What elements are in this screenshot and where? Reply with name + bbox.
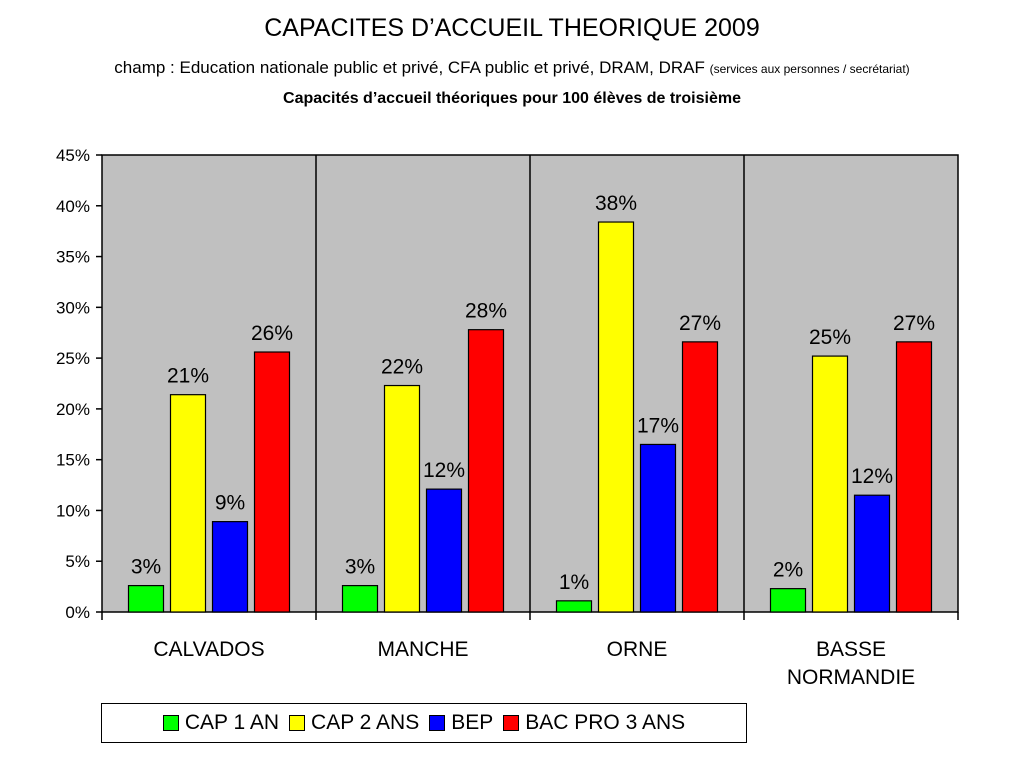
bar [639, 443, 677, 613]
legend-item: BAC PRO 3 ANS [503, 711, 685, 735]
legend-label: CAP 2 ANS [311, 711, 420, 734]
legend-item: CAP 2 ANS [289, 711, 419, 735]
legend-swatch [162, 715, 179, 731]
x-tick-label: ORNE [607, 638, 668, 661]
y-tick-label: 10% [56, 501, 90, 520]
y-tick-label: 35% [56, 248, 90, 267]
bar [425, 488, 463, 613]
chart-subtitle: champ : Education nationale public et pr… [0, 58, 1024, 78]
subtitle-main: champ : Education nationale public et pr… [114, 58, 705, 77]
data-label: 3% [131, 556, 161, 579]
bar [467, 329, 505, 613]
legend-label: CAP 1 AN [184, 711, 280, 734]
data-label: 25% [809, 326, 851, 349]
legend-label: BAC PRO 3 ANS [525, 711, 686, 734]
bar [895, 341, 933, 613]
y-tick-label: 20% [56, 400, 90, 419]
chart-title: CAPACITES D’ACCUEIL THEORIQUE 2009 [264, 14, 760, 42]
data-label: 28% [465, 300, 507, 323]
legend-swatch [289, 715, 306, 731]
data-label: 12% [423, 459, 465, 482]
x-tick-label: CALVADOS [153, 638, 264, 661]
y-tick-label: 5% [65, 552, 90, 571]
x-tick-label: BASSE [816, 638, 886, 661]
y-tick-label: 40% [56, 197, 90, 216]
bar [811, 355, 849, 613]
bar [127, 584, 165, 613]
data-label: 21% [167, 365, 209, 388]
chart-legend: CAP 1 AN CAP 2 ANS BEP BAC PRO 3 ANS [101, 703, 747, 743]
bar [341, 584, 379, 613]
legend-label: BEP [451, 711, 494, 734]
bar [555, 600, 593, 613]
y-tick-label: 0% [65, 603, 90, 622]
subtitle-note: (services aux personnes / secrétariat) [709, 62, 910, 76]
y-tick-label: 15% [56, 451, 90, 470]
bar [769, 588, 807, 613]
data-label: 26% [251, 322, 293, 345]
bar [253, 351, 291, 613]
data-label: 12% [851, 465, 893, 488]
data-label: 22% [381, 356, 423, 379]
legend-item: CAP 1 AN [162, 711, 280, 735]
x-tick-label: MANCHE [377, 638, 468, 661]
bar [597, 221, 635, 613]
data-label: 3% [345, 556, 375, 579]
y-tick-label: 25% [56, 349, 90, 368]
data-label: 38% [595, 192, 637, 215]
y-tick-label: 30% [56, 298, 90, 317]
bar [681, 341, 719, 613]
data-label: 17% [637, 414, 679, 437]
bar [853, 494, 891, 613]
y-tick-label: 45% [56, 146, 90, 165]
chart-heading: Capacités d’accueil théoriques pour 100 … [283, 90, 741, 107]
bar [169, 394, 207, 613]
data-label: 9% [215, 492, 245, 515]
data-label: 2% [773, 559, 803, 582]
legend-item: BEP [429, 711, 493, 735]
legend-swatch [503, 715, 520, 731]
bar [383, 384, 421, 613]
x-tick-label: NORMANDIE [787, 666, 915, 689]
bar [211, 521, 249, 613]
legend-swatch [429, 715, 446, 731]
data-label: 27% [893, 312, 935, 335]
data-label: 27% [679, 312, 721, 335]
data-label: 1% [559, 571, 589, 594]
